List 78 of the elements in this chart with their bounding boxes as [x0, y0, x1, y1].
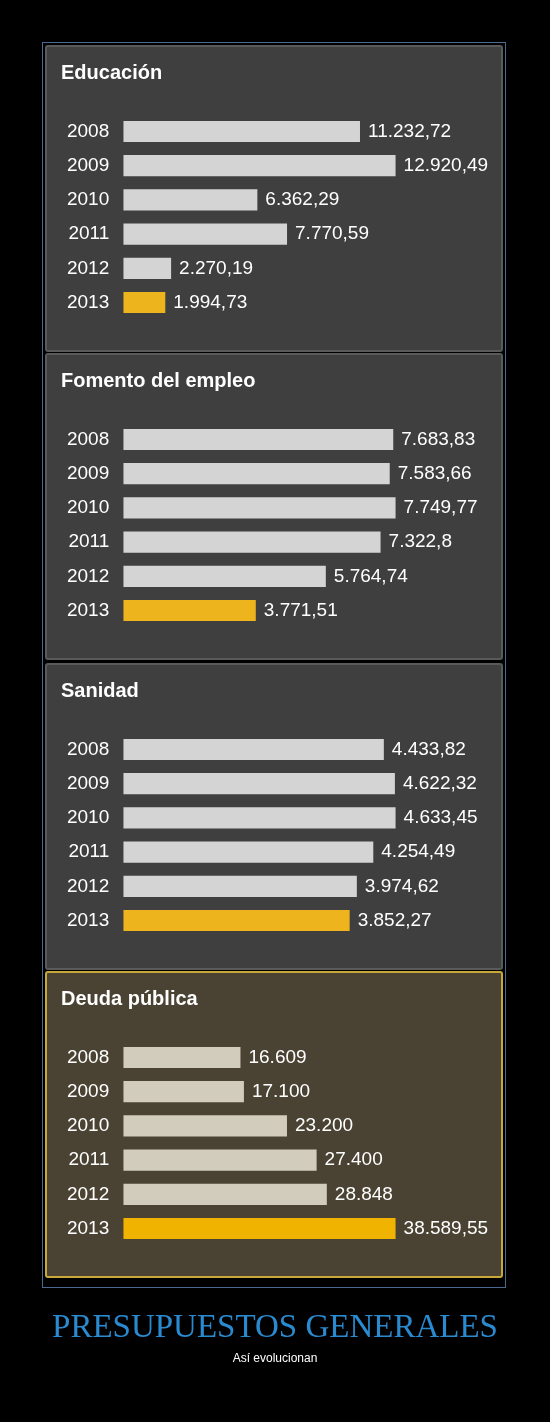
y-tick-label: 2010 — [66, 496, 110, 518]
y-tick-label: 2008 — [66, 427, 110, 449]
data-label: 27.400 — [324, 1148, 383, 1170]
y-tick-label: 2009 — [66, 1079, 110, 1101]
bar — [123, 463, 390, 485]
data-label: 38.589,55 — [403, 1216, 489, 1238]
data-label: 4.254,49 — [381, 840, 456, 862]
bar — [123, 1081, 244, 1103]
bar — [123, 1115, 287, 1137]
data-label: 11.232,72 — [368, 119, 452, 141]
data-label: 3.852,27 — [357, 908, 432, 930]
y-tick-label: 2011 — [68, 530, 110, 552]
y-tick-label: 2009 — [66, 461, 110, 483]
bar — [123, 1217, 396, 1240]
bar — [123, 1046, 241, 1069]
y-tick-label: 2010 — [66, 188, 110, 210]
y-tick-label: 2008 — [66, 119, 110, 141]
y-tick-label: 2013 — [66, 908, 110, 930]
data-label: 28.848 — [334, 1182, 393, 1204]
bar — [123, 120, 360, 143]
y-tick-label: 2012 — [66, 564, 110, 586]
y-tick-label: 2010 — [66, 806, 110, 828]
data-label: 4.633,45 — [403, 806, 478, 828]
bar — [123, 189, 258, 211]
data-label: 6.362,29 — [265, 188, 340, 210]
y-tick-label: 2012 — [66, 256, 110, 278]
bar — [123, 155, 396, 177]
y-tick-label: 2013 — [66, 1216, 110, 1238]
data-label: 23.200 — [294, 1114, 354, 1136]
y-tick-label: 2010 — [66, 1114, 110, 1136]
bar — [123, 428, 394, 451]
y-tick-label: 2012 — [66, 874, 110, 896]
bar — [123, 291, 166, 314]
bar — [123, 599, 256, 622]
y-tick-label: 2011 — [68, 1148, 110, 1170]
y-tick-label: 2008 — [66, 737, 110, 759]
data-label: 5.764,74 — [333, 564, 409, 586]
y-tick-label: 2009 — [66, 771, 110, 793]
bar — [123, 909, 350, 932]
data-label: 7.583,66 — [397, 461, 472, 483]
data-label: 3.974,62 — [364, 874, 439, 896]
data-label: 7.683,83 — [401, 427, 476, 449]
bar — [123, 738, 384, 761]
y-tick-label: 2011 — [68, 222, 110, 244]
bar — [123, 807, 396, 829]
data-label: 12.920,49 — [403, 153, 489, 175]
data-label: 7.770,59 — [295, 222, 369, 244]
y-tick-label: 2013 — [66, 290, 110, 312]
y-tick-label: 2011 — [68, 840, 110, 862]
data-label: 2.270,19 — [179, 256, 254, 278]
text: Así evolucionan — [231, 1351, 319, 1365]
bar — [123, 257, 172, 279]
data-label: 16.609 — [248, 1045, 307, 1067]
chart-title: Sanidad — [61, 679, 139, 702]
bar — [123, 1149, 317, 1171]
data-label: 3.771,51 — [263, 598, 338, 620]
bar — [123, 1183, 327, 1205]
data-label: 7.749,77 — [403, 496, 478, 518]
chart-title: Deuda pública — [61, 987, 198, 1010]
y-tick-label: 2013 — [66, 598, 110, 620]
bar — [123, 875, 357, 897]
bar — [123, 497, 396, 519]
data-label: 4.433,82 — [391, 737, 466, 759]
y-tick-label: 2009 — [66, 153, 110, 175]
bar — [123, 773, 395, 795]
data-label: 4.622,32 — [402, 771, 477, 793]
text: PRESUPUESTOS GENERALES — [51, 1308, 499, 1345]
data-label: 1.994,73 — [173, 290, 248, 312]
bar — [123, 531, 381, 553]
chart-title: Fomento del empleo — [61, 369, 256, 392]
y-tick-label: 2012 — [66, 1182, 110, 1204]
data-label: 7.322,8 — [388, 530, 452, 552]
chart-title: Educación — [61, 61, 163, 84]
bar — [123, 223, 288, 245]
bar — [123, 565, 326, 587]
data-label: 17.100 — [251, 1079, 311, 1101]
y-tick-label: 2008 — [66, 1045, 110, 1067]
bar — [123, 841, 374, 863]
